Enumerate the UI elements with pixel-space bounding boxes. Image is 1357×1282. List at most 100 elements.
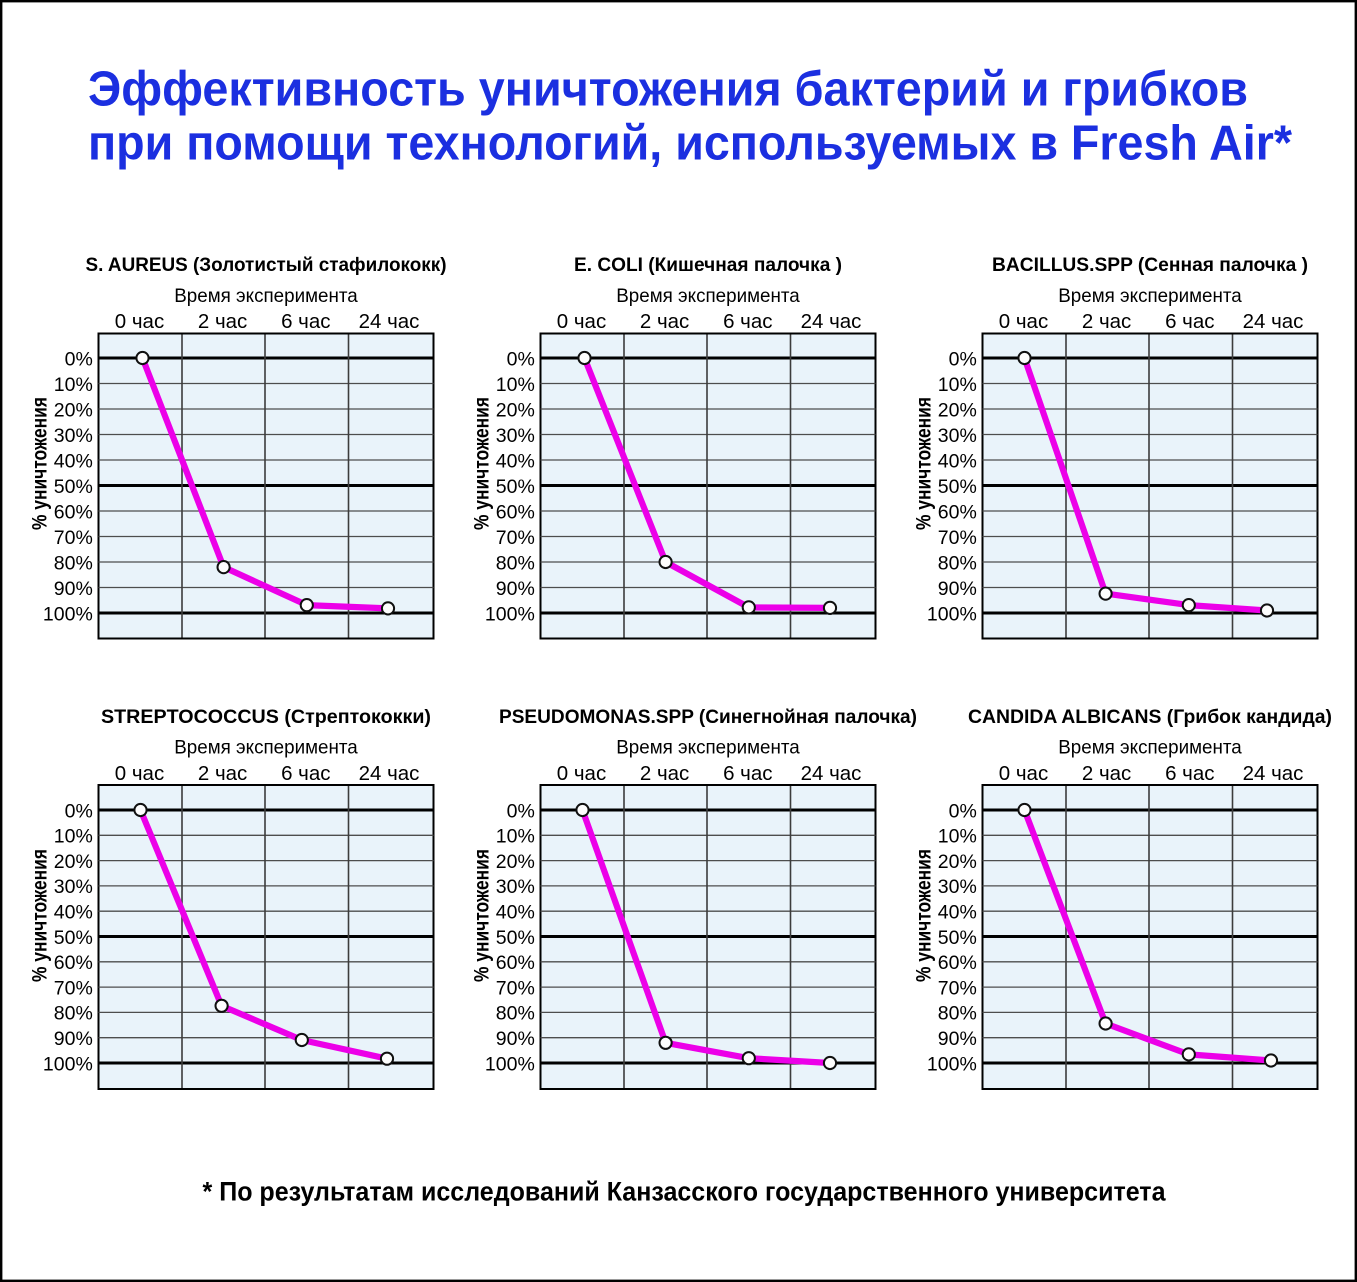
svg-text:0 час: 0 час (557, 310, 606, 333)
svg-text:90%: 90% (54, 1028, 93, 1050)
svg-text:20%: 20% (54, 399, 93, 421)
svg-text:80%: 80% (496, 1003, 535, 1025)
svg-text:60%: 60% (496, 501, 535, 523)
svg-text:CANDIDA ALBICANS (Грибок канди: CANDIDA ALBICANS (Грибок кандида) (968, 706, 1332, 728)
svg-text:0 час: 0 час (115, 310, 164, 333)
svg-text:0 час: 0 час (115, 762, 164, 785)
svg-text:24 час: 24 час (359, 762, 420, 785)
svg-text:0%: 0% (949, 800, 977, 822)
svg-text:10%: 10% (54, 826, 93, 848)
svg-text:0 час: 0 час (999, 310, 1048, 333)
svg-text:20%: 20% (496, 399, 535, 421)
svg-text:6 час: 6 час (1165, 310, 1214, 333)
svg-text:PSEUDOMONAS.SPP (Синегнойная п: PSEUDOMONAS.SPP (Синегнойная палочка) (499, 706, 917, 728)
svg-text:BACILLUS.SPP (Сенная палочка ): BACILLUS.SPP (Сенная палочка ) (992, 254, 1308, 276)
svg-text:50%: 50% (938, 927, 977, 949)
svg-text:10%: 10% (54, 374, 93, 396)
svg-text:90%: 90% (496, 1028, 535, 1050)
svg-text:0 час: 0 час (999, 762, 1048, 785)
svg-text:Время эксперимента: Время эксперимента (1058, 285, 1242, 307)
svg-text:20%: 20% (938, 399, 977, 421)
svg-text:при помощи технологий, использ: при помощи технологий, используемых в Fr… (88, 116, 1293, 171)
svg-text:0%: 0% (65, 348, 93, 370)
svg-text:6 час: 6 час (281, 762, 330, 785)
svg-text:6 час: 6 час (281, 310, 330, 333)
svg-text:10%: 10% (496, 374, 535, 396)
svg-text:2 час: 2 час (640, 762, 689, 785)
svg-text:* По результатам исследований: * По результатам исследований Канзасског… (203, 1177, 1167, 1207)
svg-text:40%: 40% (496, 450, 535, 472)
svg-text:Время эксперимента: Время эксперимента (616, 737, 800, 759)
svg-text:90%: 90% (496, 578, 535, 600)
svg-text:Время эксперимента: Время эксперимента (616, 285, 800, 307)
svg-text:50%: 50% (496, 476, 535, 498)
svg-text:80%: 80% (54, 1003, 93, 1025)
svg-text:10%: 10% (496, 826, 535, 848)
svg-text:100%: 100% (927, 1053, 977, 1075)
svg-text:50%: 50% (938, 476, 977, 498)
svg-text:% уничтожения: % уничтожения (471, 397, 494, 530)
svg-text:30%: 30% (54, 876, 93, 898)
svg-text:70%: 70% (496, 977, 535, 999)
svg-text:% уничтожения: % уничтожения (913, 397, 936, 530)
svg-text:40%: 40% (496, 902, 535, 924)
svg-text:6 час: 6 час (723, 762, 772, 785)
svg-text:24 час: 24 час (1243, 310, 1304, 333)
svg-text:30%: 30% (496, 425, 535, 447)
svg-text:2 час: 2 час (1082, 310, 1131, 333)
svg-text:% уничтожения: % уничтожения (29, 397, 52, 530)
svg-text:100%: 100% (927, 603, 977, 625)
svg-text:0%: 0% (507, 348, 535, 370)
svg-text:70%: 70% (938, 977, 977, 999)
svg-text:100%: 100% (43, 1053, 93, 1075)
svg-text:20%: 20% (496, 851, 535, 873)
svg-text:STREPTOCOCCUS (Стрептококки): STREPTOCOCCUS (Стрептококки) (101, 706, 431, 728)
svg-text:90%: 90% (54, 578, 93, 600)
svg-text:100%: 100% (485, 1053, 535, 1075)
svg-text:100%: 100% (485, 603, 535, 625)
svg-text:0%: 0% (65, 800, 93, 822)
svg-text:24 час: 24 час (801, 762, 862, 785)
svg-text:2 час: 2 час (198, 310, 247, 333)
svg-text:60%: 60% (54, 501, 93, 523)
svg-text:% уничтожения: % уничтожения (471, 849, 494, 982)
svg-text:80%: 80% (938, 1003, 977, 1025)
svg-text:0%: 0% (507, 800, 535, 822)
svg-text:20%: 20% (938, 851, 977, 873)
svg-text:50%: 50% (54, 476, 93, 498)
svg-text:40%: 40% (938, 450, 977, 472)
svg-text:S. AUREUS (Золотистый стафилок: S. AUREUS (Золотистый стафилококк) (86, 254, 447, 276)
svg-text:30%: 30% (496, 876, 535, 898)
svg-text:Время эксперимента: Время эксперимента (1058, 737, 1242, 759)
svg-text:40%: 40% (938, 902, 977, 924)
svg-text:60%: 60% (496, 952, 535, 974)
svg-text:0 час: 0 час (557, 762, 606, 785)
svg-text:40%: 40% (54, 450, 93, 472)
svg-text:0%: 0% (949, 348, 977, 370)
svg-text:Эффективность уничтожения бакт: Эффективность уничтожения бактерий и гри… (88, 62, 1248, 117)
svg-text:10%: 10% (938, 826, 977, 848)
svg-text:6 час: 6 час (1165, 762, 1214, 785)
svg-text:60%: 60% (938, 952, 977, 974)
svg-text:Время эксперимента: Время эксперимента (174, 285, 358, 307)
svg-text:E. COLI (Кишечная палочка ): E. COLI (Кишечная палочка ) (574, 254, 842, 276)
svg-text:30%: 30% (938, 876, 977, 898)
svg-text:Время эксперимента: Время эксперимента (174, 737, 358, 759)
svg-text:30%: 30% (54, 425, 93, 447)
svg-text:2 час: 2 час (198, 762, 247, 785)
svg-text:50%: 50% (496, 927, 535, 949)
svg-text:80%: 80% (938, 552, 977, 574)
svg-text:90%: 90% (938, 1028, 977, 1050)
svg-text:70%: 70% (54, 977, 93, 999)
svg-text:90%: 90% (938, 578, 977, 600)
svg-text:70%: 70% (496, 527, 535, 549)
svg-text:10%: 10% (938, 374, 977, 396)
svg-text:2 час: 2 час (1082, 762, 1131, 785)
svg-text:24 час: 24 час (801, 310, 862, 333)
svg-text:100%: 100% (43, 603, 93, 625)
svg-text:80%: 80% (496, 552, 535, 574)
svg-text:30%: 30% (938, 425, 977, 447)
svg-text:50%: 50% (54, 927, 93, 949)
svg-text:80%: 80% (54, 552, 93, 574)
svg-text:60%: 60% (938, 501, 977, 523)
